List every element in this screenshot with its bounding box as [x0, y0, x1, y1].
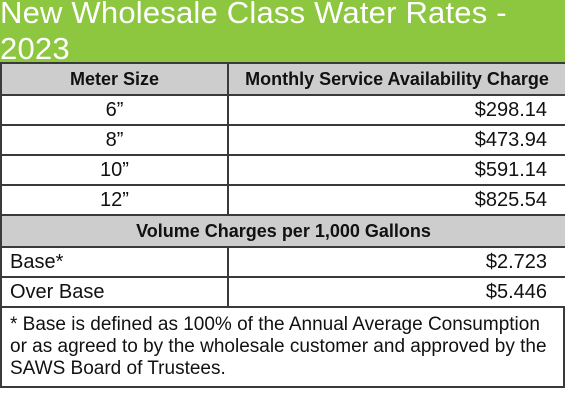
table-row: 6” $298.14 [0, 94, 565, 126]
table-row: 10” $591.14 [0, 154, 565, 186]
table-row: Over Base $5.446 [0, 276, 565, 308]
meter-size-cell: 12” [0, 184, 229, 216]
table-header-row: Meter Size Monthly Service Availability … [0, 64, 565, 96]
rates-table: Meter Size Monthly Service Availability … [0, 64, 565, 308]
monthly-charge-header: Monthly Service Availability Charge [227, 64, 565, 96]
meter-size-cell: 8” [0, 124, 229, 156]
charge-cell: $298.14 [227, 94, 565, 126]
volume-label-cell: Base* [0, 246, 229, 278]
footnote: * Base is defined as 100% of the Annual … [0, 308, 565, 388]
volume-charge-cell: $2.723 [227, 246, 565, 278]
volume-charge-cell: $5.446 [227, 276, 565, 308]
charge-cell: $591.14 [227, 154, 565, 186]
volume-section-header-row: Volume Charges per 1,000 Gallons [0, 214, 565, 248]
page-title: New Wholesale Class Water Rates - 2023 [0, 0, 565, 66]
charge-cell: $825.54 [227, 184, 565, 216]
meter-size-cell: 10” [0, 154, 229, 186]
meter-size-cell: 6” [0, 94, 229, 126]
volume-label-cell: Over Base [0, 276, 229, 308]
table-row: Base* $2.723 [0, 246, 565, 278]
table-row: 12” $825.54 [0, 184, 565, 216]
table-row: 8” $473.94 [0, 124, 565, 156]
volume-section-header: Volume Charges per 1,000 Gallons [0, 214, 565, 248]
charge-cell: $473.94 [227, 124, 565, 156]
meter-size-header: Meter Size [0, 64, 229, 96]
